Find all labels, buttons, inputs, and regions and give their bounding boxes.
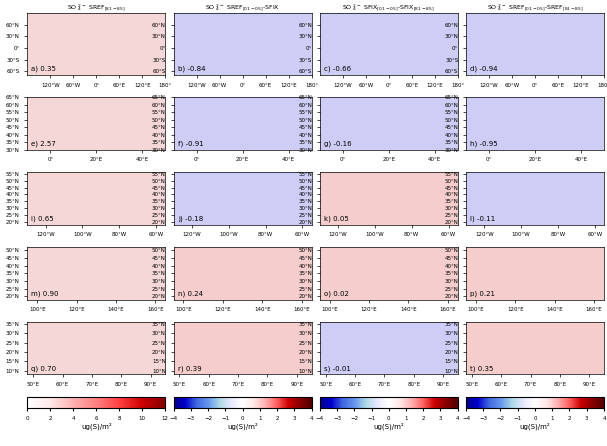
Text: f) -0.91: f) -0.91 — [178, 140, 203, 147]
Text: b) -0.84: b) -0.84 — [178, 66, 205, 72]
Text: s) -0.01: s) -0.01 — [324, 365, 351, 372]
Text: d) -0.94: d) -0.94 — [470, 66, 498, 72]
Text: n) 0.24: n) 0.24 — [178, 290, 203, 297]
Text: l) -0.11: l) -0.11 — [470, 215, 495, 222]
Text: m) 0.90: m) 0.90 — [32, 290, 59, 297]
Title: SO $^{2-}_{4}$ SREF$_{[81-85]}$: SO $^{2-}_{4}$ SREF$_{[81-85]}$ — [67, 3, 126, 13]
Text: q) 0.70: q) 0.70 — [32, 365, 56, 372]
X-axis label: ug(S)/m²: ug(S)/m² — [373, 422, 404, 429]
Title: SO $^{2-}_{4}$ SREF$_{[01-05]}$-SFIX: SO $^{2-}_{4}$ SREF$_{[01-05]}$-SFIX — [205, 3, 280, 13]
Text: r) 0.39: r) 0.39 — [178, 365, 202, 372]
Text: o) 0.02: o) 0.02 — [324, 290, 349, 297]
Text: j) -0.18: j) -0.18 — [178, 215, 203, 222]
Text: i) 0.65: i) 0.65 — [32, 215, 54, 222]
Text: a) 0.35: a) 0.35 — [32, 66, 56, 72]
Text: t) 0.35: t) 0.35 — [470, 365, 493, 372]
Text: k) 0.05: k) 0.05 — [324, 215, 348, 222]
Text: h) -0.95: h) -0.95 — [470, 140, 498, 147]
Text: c) -0.66: c) -0.66 — [324, 66, 351, 72]
Text: e) 2.57: e) 2.57 — [32, 140, 56, 147]
Text: p) 0.21: p) 0.21 — [470, 290, 495, 297]
Title: SO $^{2-}_{4}$ SFIX$_{[01-05]}$-SFIX$_{[81-85]}$: SO $^{2-}_{4}$ SFIX$_{[01-05]}$-SFIX$_{[… — [342, 3, 435, 13]
X-axis label: ug(S)/m²: ug(S)/m² — [227, 422, 258, 429]
Title: SO $^{2-}_{4}$ SREF$_{[01-05]}$-SREF$_{[81-85]}$: SO $^{2-}_{4}$ SREF$_{[01-05]}$-SREF$_{[… — [487, 3, 583, 13]
X-axis label: ug(S)/m²: ug(S)/m² — [520, 422, 551, 429]
X-axis label: ug(S)/m²: ug(S)/m² — [81, 422, 112, 429]
Text: g) -0.16: g) -0.16 — [324, 140, 351, 147]
